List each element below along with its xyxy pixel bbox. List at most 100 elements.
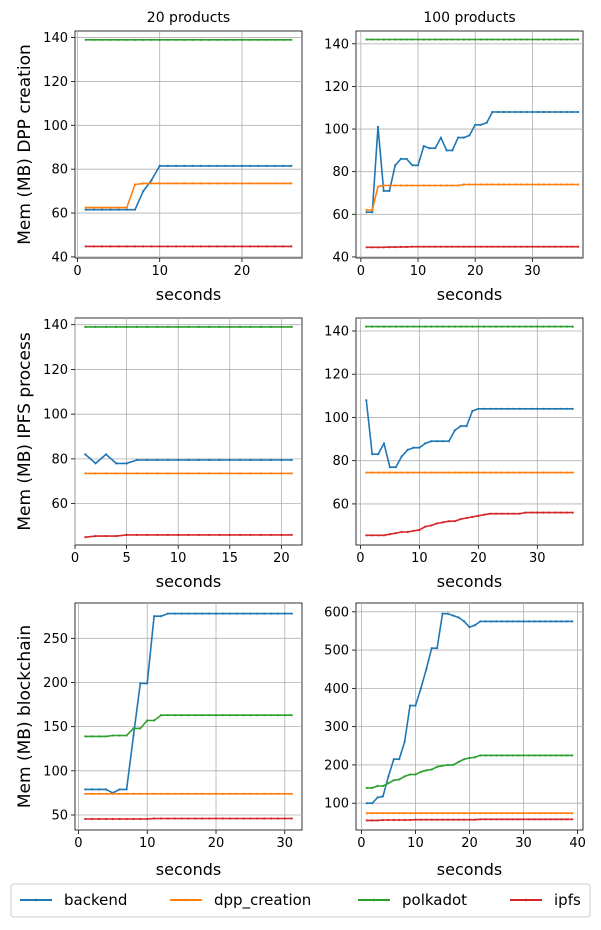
- data-point-ipfs: [228, 817, 231, 820]
- data-point-backend: [101, 208, 104, 211]
- data-point-ipfs: [208, 533, 211, 537]
- data-point-dpp-creation: [473, 812, 476, 815]
- y-tick-label: 140: [324, 324, 349, 339]
- data-point-polkadot: [104, 325, 108, 328]
- x-tick-label: 10: [170, 551, 187, 566]
- data-point-backend: [489, 407, 492, 410]
- data-point-backend: [419, 687, 422, 690]
- y-tick-label: 80: [332, 454, 349, 469]
- data-point-backend: [84, 788, 87, 791]
- data-point-polkadot: [463, 758, 466, 761]
- data-point-backend: [166, 164, 169, 167]
- data-point-backend: [452, 614, 455, 617]
- data-point-backend: [84, 208, 87, 211]
- data-point-ipfs: [101, 245, 104, 248]
- data-point-ipfs: [511, 818, 514, 821]
- data-point-backend: [439, 136, 442, 139]
- data-point-dpp-creation: [365, 208, 368, 212]
- data-point-dpp-creation: [446, 812, 449, 815]
- data-point-dpp-creation: [403, 812, 406, 815]
- legend-marker-polkadot: [372, 898, 376, 902]
- data-point-backend: [473, 624, 476, 627]
- data-point-backend: [125, 208, 128, 211]
- data-point-polkadot: [399, 38, 402, 41]
- data-point-polkadot: [497, 38, 500, 41]
- data-point-polkadot: [554, 38, 557, 41]
- data-point-dpp-creation: [412, 471, 415, 474]
- data-point-polkadot: [491, 38, 494, 41]
- data-point-polkadot: [208, 714, 211, 717]
- data-point-ipfs: [166, 245, 169, 248]
- data-point-backend: [511, 620, 514, 623]
- data-point-backend: [365, 802, 368, 805]
- data-point-dpp-creation: [434, 184, 437, 187]
- axis-ticks: 0 10 20 30 50 100 150 200 250: [43, 632, 293, 851]
- data-point-ipfs: [457, 245, 460, 248]
- data-point-backend: [269, 458, 273, 462]
- data-point-ipfs: [109, 245, 112, 248]
- data-point-ipfs: [115, 535, 118, 538]
- data-point-backend: [224, 164, 227, 167]
- data-point-dpp-creation: [447, 471, 450, 474]
- data-point-ipfs: [394, 246, 397, 249]
- data-point-polkadot: [183, 38, 186, 41]
- data-point-ipfs: [153, 817, 156, 820]
- data-point-polkadot: [538, 754, 541, 757]
- data-point-backend: [406, 448, 409, 451]
- data-point-polkadot: [530, 325, 533, 328]
- data-point-ipfs: [276, 817, 279, 820]
- data-point-dpp-creation: [228, 792, 231, 795]
- data-point-backend: [403, 740, 406, 744]
- data-point-ipfs: [290, 817, 293, 820]
- data-point-dpp-creation: [142, 182, 145, 185]
- data-point-dpp-creation: [84, 792, 87, 795]
- legend-label-ipfs: ipfs: [554, 891, 581, 909]
- data-point-backend: [382, 442, 386, 445]
- data-point-ipfs: [452, 818, 455, 821]
- data-point-backend: [273, 164, 276, 167]
- y-tick-label: 150: [43, 720, 68, 735]
- data-point-backend: [483, 407, 486, 410]
- data-point-dpp-creation: [459, 471, 462, 474]
- data-point-backend: [135, 458, 138, 462]
- data-point-ipfs: [290, 245, 293, 248]
- y-tick-label: 140: [43, 318, 68, 333]
- data-point-dpp-creation: [117, 206, 120, 209]
- data-point-dpp-creation: [240, 182, 244, 185]
- data-point-polkadot: [177, 325, 180, 328]
- x-tick-label: 30: [524, 264, 541, 279]
- data-point-backend: [519, 110, 523, 114]
- data-point-ipfs: [553, 511, 557, 514]
- data-point-ipfs: [146, 817, 149, 821]
- data-point-dpp-creation: [531, 183, 534, 186]
- y-tick-label: 250: [43, 632, 68, 647]
- y-tick-label: 60: [51, 207, 68, 222]
- y-tick-label: 100: [43, 764, 68, 779]
- y-axis-label: Mem (MB) IPFS process: [15, 332, 35, 530]
- data-point-backend: [153, 615, 156, 618]
- data-point-backend: [263, 612, 266, 615]
- data-point-polkadot: [388, 38, 391, 41]
- data-point-ipfs: [259, 533, 262, 537]
- data-point-dpp-creation: [183, 182, 186, 185]
- data-point-ipfs: [224, 245, 227, 248]
- data-point-dpp-creation: [371, 208, 374, 212]
- data-point-polkadot: [218, 325, 221, 328]
- data-point-ipfs: [228, 533, 231, 537]
- data-point-ipfs: [447, 520, 450, 523]
- data-point-ipfs: [177, 533, 180, 537]
- y-tick-label: 40: [51, 250, 68, 265]
- data-point-ipfs: [132, 817, 135, 821]
- data-point-polkadot: [376, 38, 380, 41]
- data-point-polkadot: [371, 786, 374, 790]
- data-point-backend: [132, 734, 135, 737]
- data-point-backend: [197, 458, 200, 462]
- data-point-backend: [548, 110, 551, 114]
- data-point-ipfs: [84, 817, 87, 821]
- data-point-polkadot: [132, 727, 135, 730]
- data-point-ipfs: [463, 818, 466, 821]
- data-point-ipfs: [221, 817, 224, 820]
- data-point-polkadot: [280, 325, 283, 328]
- data-point-backend: [506, 407, 509, 410]
- data-point-polkadot: [571, 38, 574, 41]
